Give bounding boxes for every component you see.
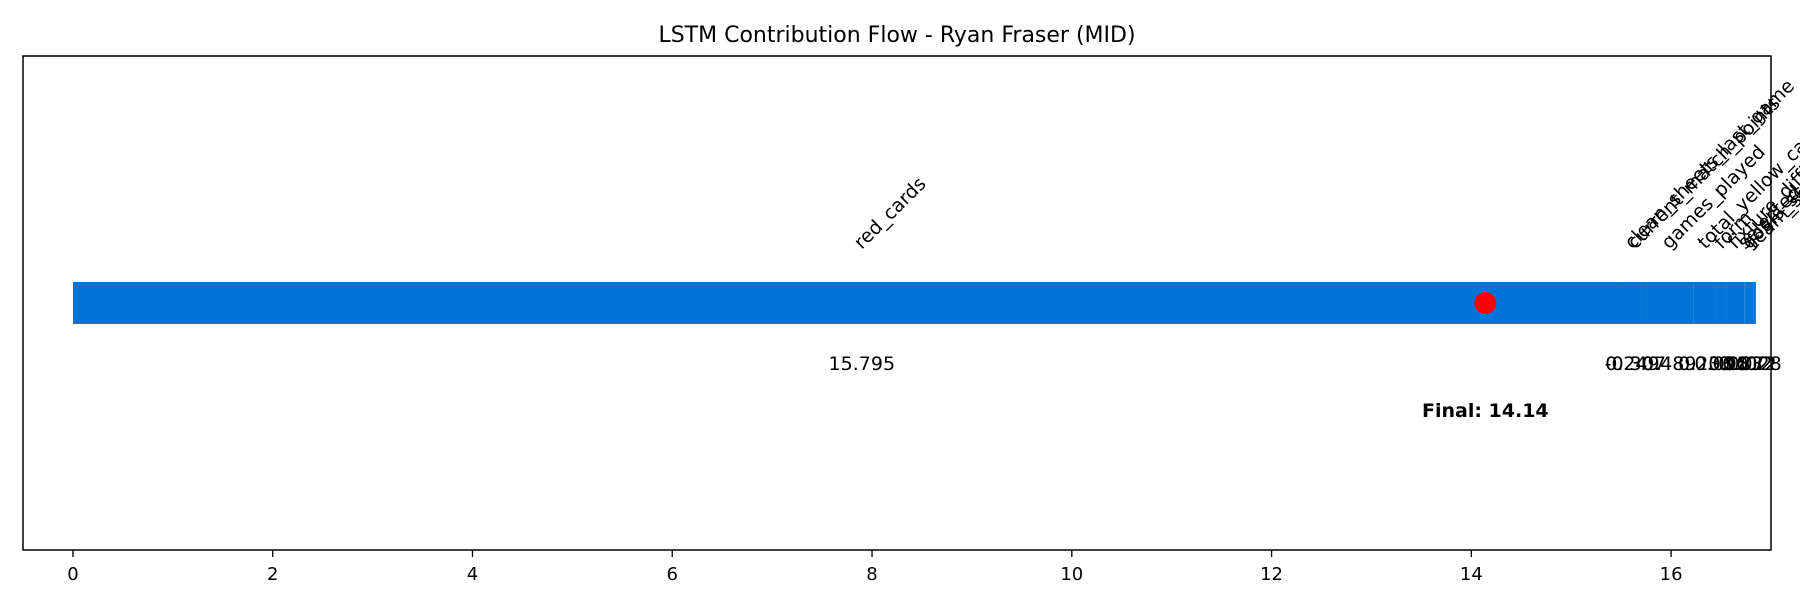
final-marker — [1474, 292, 1497, 314]
x-tick-label: 2 — [267, 564, 278, 585]
value-label: 0.249 — [1605, 353, 1659, 375]
contribution-bar — [1716, 282, 1727, 324]
feature-labels: red_cards current_match_pointsclean_sheet… — [850, 61, 1800, 254]
value-label: 0.072 — [1722, 353, 1776, 375]
x-tick-label: 6 — [667, 564, 678, 585]
x-tick-label: 14 — [1460, 564, 1483, 585]
value-label: 15.795 — [829, 353, 895, 375]
chart-title: LSTM Contribution Flow - Ryan Fraser (MI… — [658, 23, 1135, 48]
contribution-bar — [1619, 282, 1645, 324]
contribution-bar — [1745, 282, 1754, 324]
contribution-bar — [1753, 282, 1756, 324]
x-tick-label: 12 — [1260, 564, 1283, 585]
contribution-bar — [1693, 282, 1717, 324]
contribution-bar — [72, 282, 1651, 324]
x-tick-label: 10 — [1060, 564, 1083, 585]
final-value-label: Final: 14.14 — [1422, 400, 1549, 422]
contribution-bar — [1644, 282, 1694, 324]
value-labels: 15.795 -0.3070.2490.4890.2330.0950.1830.0… — [829, 353, 1782, 375]
x-tick-label: 0 — [67, 564, 78, 585]
final-marker-group — [1474, 292, 1497, 314]
feature-label: red_cards — [850, 173, 931, 254]
value-label: 0.489 — [1642, 353, 1696, 375]
value-label: 0.028 — [1727, 353, 1781, 375]
contribution-bar — [1726, 282, 1745, 324]
value-label: 0.233 — [1678, 353, 1732, 375]
contribution-bars — [72, 282, 1756, 324]
value-label: 0.012 — [1718, 353, 1772, 375]
contribution-bar — [1744, 282, 1746, 324]
x-tick-label: 16 — [1660, 564, 1683, 585]
x-tick-label: 8 — [866, 564, 877, 585]
value-label: -0.307 — [1605, 353, 1666, 375]
x-tick-label: 4 — [467, 564, 478, 585]
x-axis: 0 2 4 6 8 10 12 14 16 — [67, 550, 1683, 585]
plot-frame — [22, 55, 1772, 551]
value-label: 0.183 — [1708, 353, 1762, 375]
value-label: 0.095 — [1695, 353, 1749, 375]
